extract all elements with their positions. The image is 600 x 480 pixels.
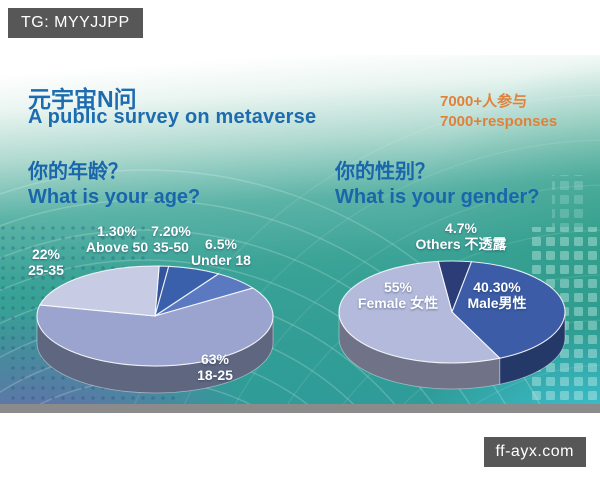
- watermark-top-left: TG: MYYJJPP: [8, 8, 143, 38]
- question-age: 你的年龄？ What is your age?: [28, 160, 328, 210]
- pie-0-slice-25-35: [39, 265, 160, 317]
- question-gender-en: What is your gender?: [335, 186, 540, 208]
- pie-label-Others 不透露: 4.7% Others 不透露: [415, 220, 507, 252]
- survey-slide: 元宇宙N问 A public survey on metaverse 7000+…: [0, 55, 600, 413]
- pie-label-Above 50: 1.30% Above 50: [85, 223, 149, 255]
- pie-1-slice-Male男性: [451, 261, 566, 359]
- question-gender-zh: 你的性别？: [335, 161, 435, 183]
- slide-title-zh: 元宇宙N问: [28, 86, 137, 112]
- pie-label-18-25: 63% 18-25: [197, 351, 233, 383]
- bottom-gray-bar: [0, 404, 600, 413]
- response-count-zh: 7000+人参与: [440, 93, 528, 110]
- decor-squares-right-top-icon: [552, 175, 586, 227]
- question-gender: 你的性别？ What is your gender?: [335, 160, 600, 210]
- pie-label-25-35: 22% 25-35: [28, 246, 64, 278]
- question-age-zh: 你的年龄？: [28, 161, 128, 183]
- watermark-bottom-right: ff-ayx.com: [483, 437, 586, 467]
- response-count: 7000+人参与 7000+responses: [440, 92, 557, 132]
- pie-label-35-50: 7.20% 35-50: [151, 223, 191, 255]
- charts-canvas: [0, 94, 600, 413]
- pie-label-Under 18: 6.5% Under 18: [191, 236, 251, 268]
- pie-label-Male男性: 40.30% Male男性: [467, 279, 527, 311]
- slide-title-en: A public survey on metaverse: [28, 106, 317, 128]
- pie-0-slice-18-25: [36, 287, 274, 367]
- question-age-en: What is your age?: [28, 186, 201, 208]
- pie-1-slice-Female 女性: [338, 260, 501, 364]
- response-count-en: 7000+responses: [440, 113, 558, 130]
- pie-label-Female 女性: 55% Female 女性: [357, 279, 439, 311]
